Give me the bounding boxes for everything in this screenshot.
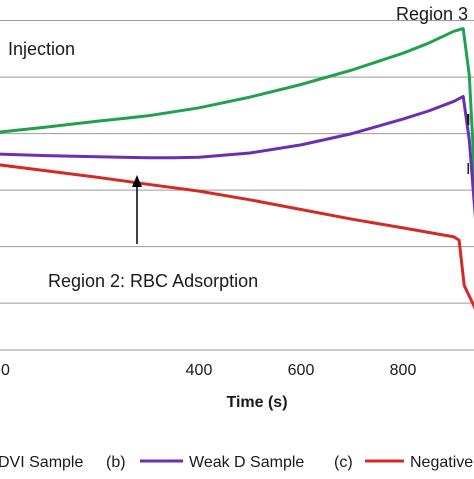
legend-prefix-2: (c) — [334, 454, 353, 471]
legend-label-1: Weak D Sample — [189, 454, 304, 471]
x-tick-label-1: 400 — [186, 362, 213, 379]
legend-prefix-1: (b) — [106, 454, 126, 471]
legend-label-2: Negative — [410, 454, 473, 471]
x-tick-label-2: 600 — [288, 362, 315, 379]
series-lines — [0, 27, 474, 310]
series-line-0 — [0, 27, 474, 195]
region3-label: Region 3 — [396, 4, 468, 24]
region1-label: Injection — [8, 39, 75, 59]
x-tick-label-3: 800 — [390, 362, 417, 379]
annotations: Injection Region 3 Region 2: RBC Adsorpt… — [8, 4, 470, 291]
gridlines — [0, 20, 474, 351]
x-tick-label-0: 0 — [1, 362, 10, 379]
cut-label-2: I — [466, 161, 470, 178]
cut-label-1: I — [466, 112, 470, 129]
legend-label-0: DVI Sample — [0, 454, 83, 471]
legend: DVI Sample (b) Weak D Sample (c) Negative — [0, 454, 473, 471]
x-axis-label: Time (s) — [226, 394, 287, 411]
x-ticks: 0 400 600 800 — [1, 362, 416, 379]
series-line-2 — [0, 163, 474, 310]
series-line-1 — [0, 94, 474, 220]
region2-label: Region 2: RBC Adsorption — [48, 271, 258, 291]
region2-arrow-head — [132, 175, 142, 187]
